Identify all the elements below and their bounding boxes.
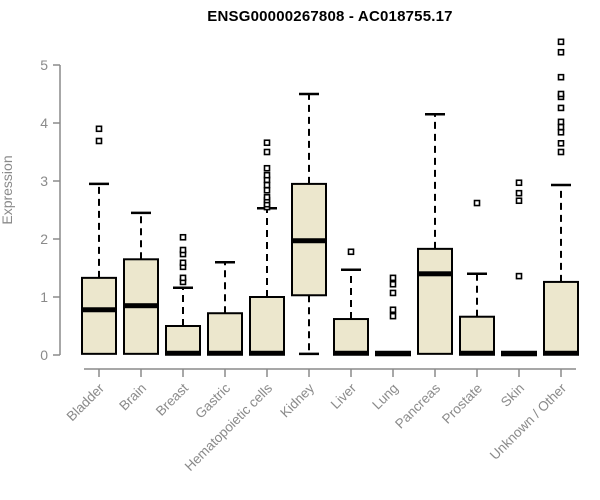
outlier-hematopoietic-cells	[263, 164, 271, 172]
outlier-skin	[515, 272, 523, 280]
median-skin	[501, 350, 537, 356]
outlier-lung	[389, 306, 397, 314]
outlier-skin	[515, 197, 523, 205]
median-prostate	[459, 350, 495, 356]
box-bladder	[81, 276, 117, 355]
median-lung	[375, 350, 411, 356]
x-category-label-brain: Brain	[116, 381, 149, 414]
outlier-skin	[515, 179, 523, 187]
x-category-label-unknown-other: Unknown / Other	[487, 380, 570, 463]
outlier-hematopoietic-cells	[263, 148, 271, 156]
x-category-label-skin: Skin	[498, 381, 527, 410]
outlier-lung	[389, 312, 397, 320]
x-category-label-bladder: Bladder	[64, 380, 108, 424]
box-unknown-other	[543, 280, 579, 355]
x-category-label-pancreas: Pancreas	[392, 380, 443, 431]
x-category-label-liver: Liver	[328, 380, 360, 412]
outlier-hematopoietic-cells	[263, 171, 271, 179]
outlier-hematopoietic-cells	[263, 139, 271, 147]
y-tick-label: 3	[40, 173, 48, 189]
box-pancreas	[417, 247, 453, 355]
median-hematopoietic-cells	[249, 350, 285, 356]
outlier-breast	[179, 233, 187, 241]
y-tick-label: 0	[40, 347, 48, 363]
outlier-lung	[389, 280, 397, 288]
outlier-unknown-other	[557, 118, 565, 126]
median-gastric	[207, 350, 243, 356]
outlier-lung	[389, 274, 397, 282]
outlier-unknown-other	[557, 90, 565, 98]
outlier-unknown-other	[557, 38, 565, 46]
outlier-unknown-other	[557, 48, 565, 56]
x-category-label-prostate: Prostate	[439, 381, 485, 427]
outlier-liver	[347, 248, 355, 256]
outlier-unknown-other	[557, 104, 565, 112]
chart-title: ENSG00000267808 - AC018755.17	[207, 8, 453, 25]
outlier-bladder	[95, 137, 103, 145]
y-tick-label: 4	[40, 115, 48, 131]
outlier-unknown-other	[557, 148, 565, 156]
outlier-unknown-other	[557, 128, 565, 136]
outlier-breast	[179, 274, 187, 282]
box-gastric	[207, 312, 243, 355]
median-pancreas	[417, 271, 453, 277]
median-breast	[165, 350, 201, 356]
box-liver	[333, 318, 369, 355]
median-liver	[333, 350, 369, 356]
outlier-unknown-other	[557, 123, 565, 131]
outlier-lung	[389, 289, 397, 297]
y-tick-label: 2	[40, 231, 48, 247]
box-breast	[165, 325, 201, 355]
outlier-unknown-other	[557, 73, 565, 81]
outlier-skin	[515, 189, 523, 197]
box-prostate	[459, 315, 495, 355]
y-tick-label: 1	[40, 289, 48, 305]
outlier-bladder	[95, 125, 103, 133]
outlier-breast	[179, 259, 187, 267]
x-category-label-kidney: Kidney	[277, 380, 317, 420]
median-kidney	[291, 238, 327, 244]
median-unknown-other	[543, 350, 579, 356]
outlier-hematopoietic-cells	[263, 193, 271, 201]
outlier-prostate	[473, 199, 481, 207]
outlier-hematopoietic-cells	[263, 186, 271, 194]
median-bladder	[81, 307, 117, 313]
outlier-hematopoietic-cells	[263, 181, 271, 189]
median-brain	[123, 303, 159, 309]
x-category-label-breast: Breast	[153, 380, 191, 418]
outlier-breast	[179, 246, 187, 254]
box-hematopoietic-cells	[249, 296, 285, 355]
x-category-label-gastric: Gastric	[192, 380, 233, 421]
outlier-unknown-other	[557, 140, 565, 147]
y-tick-label: 5	[40, 57, 48, 73]
x-category-label-lung: Lung	[369, 381, 401, 413]
